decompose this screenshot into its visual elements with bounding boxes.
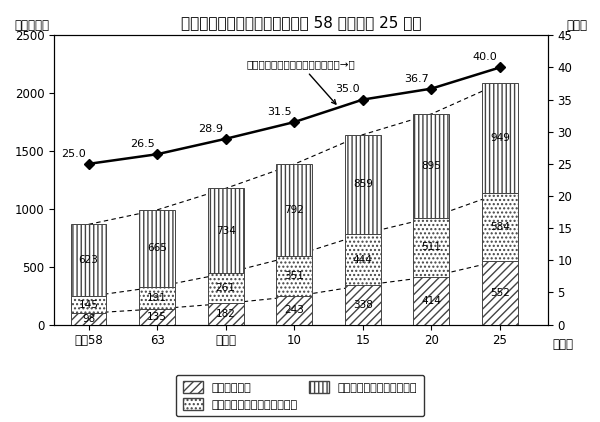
Bar [139,210,175,287]
Text: 665: 665 [147,243,167,253]
Text: 28.9: 28.9 [198,124,223,134]
Bar [139,309,175,325]
Text: 36.7: 36.7 [404,73,428,84]
Bar [413,114,449,217]
Text: 792: 792 [284,205,304,215]
Bar [277,296,312,325]
Text: （万世帯）: （万世帯） [15,19,50,32]
Text: 243: 243 [284,306,304,316]
Bar [277,256,312,296]
Text: 511: 511 [421,242,441,252]
Bar [413,277,449,325]
Bar [482,261,518,325]
Bar [208,303,244,325]
Text: 338: 338 [353,300,373,310]
Text: 414: 414 [421,295,441,306]
Text: 40.0: 40.0 [472,52,497,62]
Text: 859: 859 [353,179,373,189]
Bar [277,164,312,256]
Bar [413,217,449,277]
Text: 895: 895 [421,161,441,171]
Text: （％）: （％） [566,19,587,32]
Text: 26.5: 26.5 [130,139,154,149]
Bar [208,188,244,273]
Text: （年）: （年） [553,338,574,351]
Text: 25.0: 25.0 [61,149,86,159]
Text: 98: 98 [82,314,95,324]
Text: 35.0: 35.0 [335,84,360,95]
Bar [208,273,244,303]
Text: 主世帯全体に占める割合（右目盛→）: 主世帯全体に占める割合（右目盛→） [246,59,355,104]
Bar [345,135,380,234]
Text: 261: 261 [216,283,236,293]
Text: 31.5: 31.5 [267,107,292,117]
Legend: 高齢単身世帯, 高齢者のいる夫婦のみの世帯, 高齢者のいるその他の世帯: 高齢単身世帯, 高齢者のいる夫婦のみの世帯, 高齢者のいるその他の世帯 [176,375,424,417]
Bar [345,285,380,325]
Text: 623: 623 [79,255,98,265]
Bar [482,193,518,261]
Text: 135: 135 [147,312,167,322]
Bar [71,296,106,313]
Text: 584: 584 [490,222,510,232]
Bar [71,225,106,296]
Bar [71,313,106,325]
Text: 949: 949 [490,133,510,143]
Bar [345,234,380,285]
Text: 191: 191 [147,293,167,303]
Bar [139,287,175,309]
Text: 734: 734 [216,226,236,236]
Text: 351: 351 [284,271,304,281]
Text: 182: 182 [216,309,236,319]
Text: 552: 552 [490,287,510,298]
Text: 145: 145 [79,300,98,310]
Text: 444: 444 [353,255,373,265]
Bar [482,83,518,193]
Title: 高齢者のいる世帯の推移（昭和 58 年～平成 25 年）: 高齢者のいる世帯の推移（昭和 58 年～平成 25 年） [181,15,421,30]
